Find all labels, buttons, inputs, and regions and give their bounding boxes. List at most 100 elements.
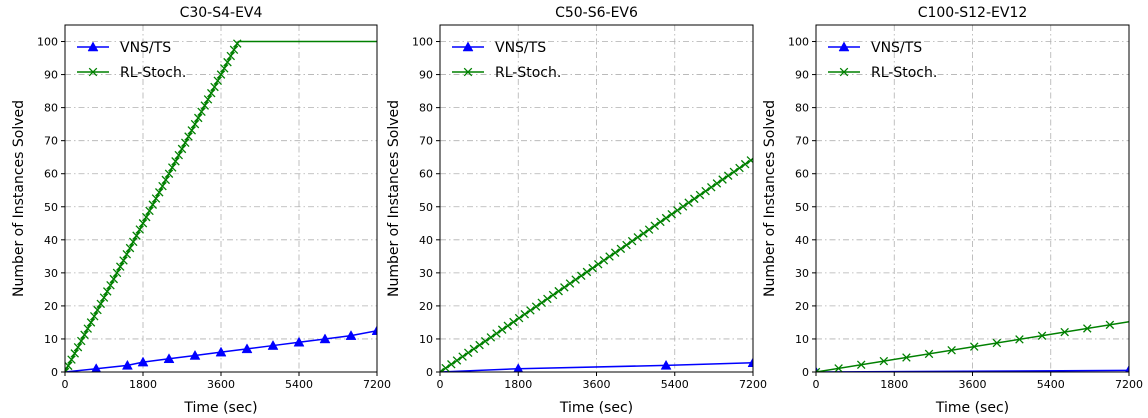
data-point-stroke-b — [93, 305, 102, 315]
legend: VNS/TS RL-Stoch. — [828, 40, 937, 81]
y-tick-label: 80 — [795, 102, 809, 115]
data-point-stroke-b — [193, 113, 203, 123]
data-point — [616, 244, 626, 254]
data-point-stroke-b — [1083, 324, 1092, 333]
data-point — [947, 345, 956, 355]
data-point — [548, 290, 558, 300]
data-point — [1105, 320, 1115, 330]
data-point-stroke-b — [232, 39, 242, 48]
data-point-stroke-b — [145, 206, 154, 216]
data-point-stroke-b — [115, 262, 125, 271]
data-point-stroke-b — [86, 318, 96, 327]
data-point — [213, 76, 223, 86]
data-point-stroke-b — [701, 186, 710, 196]
data-point-stroke-b — [992, 338, 1002, 348]
data-point — [1037, 331, 1047, 340]
data-point — [177, 144, 187, 154]
data-point-stroke-b — [141, 212, 151, 222]
data-point — [660, 359, 672, 370]
data-point — [151, 194, 161, 203]
data-point-stroke-b — [712, 179, 722, 188]
data-point-stroke-b — [447, 360, 456, 369]
data-point — [219, 64, 229, 73]
y-tick-label: 30 — [44, 267, 58, 280]
data-point-stroke-b — [879, 356, 889, 366]
y-tick-label: 70 — [795, 135, 809, 148]
y-tick-label: 60 — [44, 168, 58, 181]
data-point — [197, 107, 206, 117]
data-point — [633, 233, 643, 242]
data-point — [229, 45, 239, 55]
data-point — [1083, 324, 1092, 333]
data-point — [441, 363, 450, 372]
data-point — [210, 82, 219, 92]
data-point-stroke-b — [480, 336, 490, 346]
data-point-stroke-b — [1015, 335, 1024, 344]
legend-marker — [463, 67, 473, 77]
y-tick-label: 50 — [44, 201, 58, 214]
data-point — [345, 330, 357, 340]
data-point-stroke-b — [229, 45, 239, 55]
y-tick-label: 80 — [44, 102, 58, 115]
data-point — [73, 342, 83, 352]
data-point — [167, 163, 177, 172]
legend-marker — [87, 41, 99, 52]
data-point-stroke-b — [106, 280, 115, 290]
data-point — [723, 171, 733, 180]
chart-title: C100-S12-EV12 — [918, 5, 1028, 21]
data-point — [119, 256, 128, 265]
data-point — [582, 267, 592, 277]
y-tick-label: 90 — [419, 69, 433, 82]
x-tick-label: 7200 — [739, 378, 767, 391]
data-point — [639, 229, 648, 238]
legend-label: VNS/TS — [495, 40, 546, 56]
data-point-stroke-b — [816, 367, 821, 372]
data-point-stroke-b — [1060, 327, 1069, 337]
data-point — [83, 324, 93, 333]
data-point — [969, 342, 979, 351]
data-point-stroke-b — [503, 321, 513, 331]
data-point — [371, 325, 377, 335]
y-tick-label: 80 — [419, 102, 433, 115]
data-point — [80, 330, 89, 340]
data-point-stroke-b — [80, 330, 89, 340]
data-point — [128, 237, 138, 247]
legend-label: RL-Stoch. — [871, 65, 937, 81]
data-point — [137, 356, 149, 367]
data-point-stroke-b — [588, 263, 597, 273]
data-point-stroke-b — [627, 236, 637, 246]
data-point-stroke-b — [440, 367, 445, 372]
legend-label: VNS/TS — [871, 40, 922, 56]
data-point-stroke-b — [616, 244, 626, 254]
data-point-stroke-b — [661, 213, 671, 223]
data-point-stroke-b — [947, 345, 956, 355]
legend-marker-stroke-b — [463, 67, 473, 77]
data-point — [509, 317, 518, 327]
data-point — [200, 101, 210, 110]
data-point — [605, 252, 614, 261]
data-point-stroke-b — [463, 348, 473, 358]
data-point — [70, 349, 80, 358]
data-point — [161, 175, 171, 185]
data-point-stroke-b — [497, 325, 507, 334]
data-point — [187, 126, 197, 135]
data-point-stroke-b — [729, 167, 739, 177]
data-point-stroke-b — [154, 188, 164, 197]
data-point-stroke-b — [690, 194, 699, 204]
data-point-stroke-b — [164, 169, 174, 178]
data-point — [193, 113, 203, 123]
data-point-stroke-b — [452, 356, 462, 365]
data-point — [492, 329, 501, 338]
data-point — [96, 299, 106, 309]
y-tick-label: 10 — [419, 333, 433, 346]
y-tick-label: 90 — [795, 69, 809, 82]
data-point — [141, 212, 151, 222]
data-point-stroke-b — [537, 298, 546, 307]
data-point — [560, 283, 569, 292]
legend-label: RL-Stoch. — [495, 65, 561, 81]
x-tick-label: 7200 — [363, 378, 391, 391]
data-point-stroke-b — [223, 57, 232, 67]
y-axis-label: Number of Instances Solved — [386, 100, 402, 297]
data-point-stroke-b — [599, 256, 609, 265]
data-point — [203, 95, 213, 104]
